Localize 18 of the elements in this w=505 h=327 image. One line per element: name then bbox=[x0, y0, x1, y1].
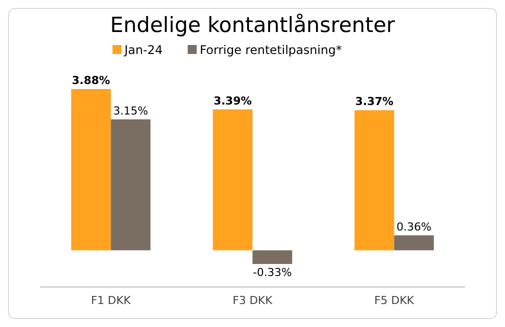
x-tick-label: F3 DKK bbox=[232, 294, 274, 307]
data-label: 3.15% bbox=[113, 104, 148, 118]
bar bbox=[110, 119, 150, 250]
chart-title: Endelige kontantlånsrenter bbox=[110, 13, 396, 37]
data-label: 0.36% bbox=[396, 220, 432, 234]
data-label: 3.88% bbox=[72, 74, 110, 87]
bar bbox=[71, 89, 111, 250]
x-tick-label: F5 DKK bbox=[374, 294, 415, 307]
data-label: 3.37% bbox=[355, 95, 394, 108]
data-label: -0.33% bbox=[252, 266, 292, 279]
legend-label: Jan-24 bbox=[124, 43, 163, 57]
data-label: 3.39% bbox=[214, 94, 252, 108]
bar bbox=[252, 250, 292, 264]
x-tick-label: F1 DKK bbox=[90, 294, 132, 307]
bar bbox=[212, 109, 252, 250]
bar bbox=[354, 110, 394, 250]
bar bbox=[394, 235, 434, 250]
legend-label: Forrige rentetilpasning* bbox=[200, 43, 342, 57]
